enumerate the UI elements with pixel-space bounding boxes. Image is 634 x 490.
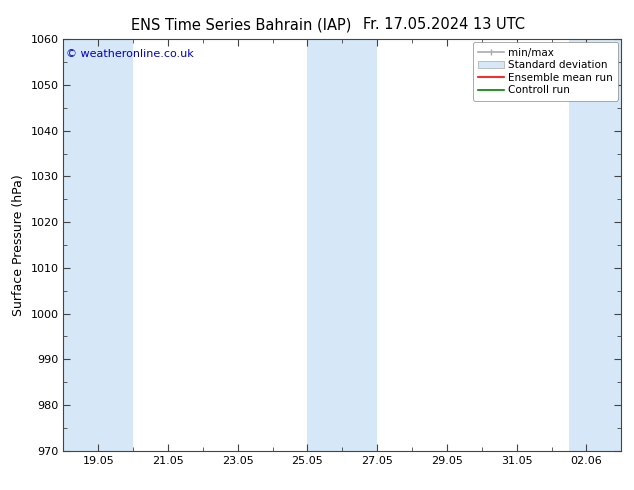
Text: Fr. 17.05.2024 13 UTC: Fr. 17.05.2024 13 UTC — [363, 17, 525, 32]
Bar — [63, 39, 133, 451]
Y-axis label: Surface Pressure (hPa): Surface Pressure (hPa) — [12, 174, 25, 316]
Bar — [569, 39, 621, 451]
Bar — [307, 39, 377, 451]
Text: ENS Time Series Bahrain (IAP): ENS Time Series Bahrain (IAP) — [131, 17, 351, 32]
Legend: min/max, Standard deviation, Ensemble mean run, Controll run: min/max, Standard deviation, Ensemble me… — [473, 42, 618, 100]
Text: © weatheronline.co.uk: © weatheronline.co.uk — [66, 49, 194, 59]
